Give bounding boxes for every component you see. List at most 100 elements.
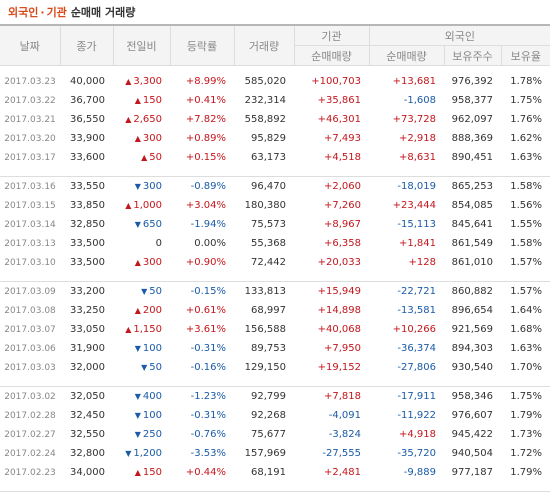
- cell-close: 32,000: [70, 362, 105, 373]
- change-value: 300: [142, 257, 162, 268]
- cell-foreign-net: +1,841: [398, 238, 436, 249]
- triangle-up-icon: ▲: [134, 306, 141, 315]
- triangle-up-icon: ▲: [134, 134, 141, 143]
- cell-change: ▲ 150: [113, 463, 170, 482]
- cell-close: 33,550: [70, 181, 105, 192]
- cell-rate: +0.90%: [185, 257, 226, 268]
- table-row: 2017.03.20 33,900 ▲ 300 +0.89% 95,829 +7,493 +2…: [0, 129, 550, 148]
- table-row: 2017.03.06 31,900 ▼ 100 -0.31% 89,753 +7,950 -3…: [0, 339, 550, 358]
- triangle-up-icon: ▲: [134, 258, 141, 267]
- cell-hold-ratio: 1.58%: [510, 238, 543, 249]
- cell-foreign-net: -18,019: [397, 181, 436, 192]
- cell-holdings: 977,187: [451, 467, 493, 478]
- change-value: 400: [142, 391, 162, 402]
- table-row: 2017.03.07 33,050 ▲ 1,150 +3.61% 156,588 +40,0…: [0, 320, 550, 339]
- cell-hold-ratio: 1.72%: [510, 448, 543, 459]
- table-row: 2017.03.10 33,500 ▲ 300 +0.90% 72,442 +20,033 +…: [0, 253, 550, 272]
- triangle-up-icon: ▲: [141, 153, 148, 162]
- cell-foreign-net: +2,918: [398, 133, 436, 144]
- cell-date: 2017.03.14: [4, 219, 56, 230]
- triangle-up-icon: ▲: [134, 468, 141, 477]
- change-value: 100: [142, 410, 162, 421]
- cell-change: 0: [113, 234, 170, 253]
- cell-rate: +0.15%: [185, 152, 226, 163]
- cell-inst-net: +7,493: [323, 133, 361, 144]
- table-body: 2017.03.23 40,000 ▲ 3,300 +8.99% 585,020 +100,…: [0, 66, 550, 492]
- triangle-down-icon: ▼: [141, 363, 148, 372]
- cell-hold-ratio: 1.70%: [510, 362, 543, 373]
- cell-change: ▼ 300: [113, 177, 170, 197]
- change-value: 50: [149, 152, 162, 163]
- cell-volume: 89,753: [251, 343, 286, 354]
- header-close: 종가: [59, 24, 113, 66]
- cell-hold-ratio: 1.73%: [510, 429, 543, 440]
- cell-date: 2017.03.02: [4, 391, 56, 402]
- cell-change: ▼ 400: [113, 387, 170, 407]
- triangle-down-icon: ▼: [141, 287, 148, 296]
- cell-close: 36,550: [70, 114, 105, 125]
- cell-close: 34,000: [70, 467, 105, 478]
- cell-foreign-net: +8,631: [398, 152, 436, 163]
- cell-foreign-net: +10,266: [392, 324, 436, 335]
- title-rest: 순매매 거래량: [70, 6, 136, 19]
- triangle-down-icon: ▼: [134, 220, 141, 229]
- cell-rate: -0.15%: [190, 286, 226, 297]
- cell-close: 33,900: [70, 133, 105, 144]
- triangle-up-icon: ▲: [125, 201, 132, 210]
- cell-foreign-net: -35,720: [397, 448, 436, 459]
- cell-hold-ratio: 1.57%: [510, 257, 543, 268]
- cell-inst-net: +7,260: [323, 200, 361, 211]
- title-institution: 기관: [46, 6, 67, 19]
- cell-close: 33,500: [70, 238, 105, 249]
- cell-close: 32,850: [70, 219, 105, 230]
- cell-hold-ratio: 1.63%: [510, 343, 543, 354]
- cell-hold-ratio: 1.75%: [510, 391, 543, 402]
- cell-hold-ratio: 1.68%: [510, 324, 543, 335]
- cell-close: 32,050: [70, 391, 105, 402]
- cell-date: 2017.03.09: [4, 286, 56, 297]
- cell-volume: 133,813: [244, 286, 286, 297]
- cell-hold-ratio: 1.56%: [510, 200, 543, 211]
- cell-date: 2017.02.23: [4, 467, 56, 478]
- cell-rate: +0.41%: [185, 95, 226, 106]
- cell-foreign-net: +128: [408, 257, 436, 268]
- cell-holdings: 921,569: [451, 324, 493, 335]
- cell-inst-net: +20,033: [317, 257, 361, 268]
- triangle-up-icon: ▲: [125, 77, 132, 86]
- table-row: 2017.03.15 33,850 ▲ 1,000 +3.04% 180,380 +7,26…: [0, 196, 550, 215]
- cell-inst-net: +15,949: [317, 286, 361, 297]
- change-value: 0: [155, 238, 162, 249]
- cell-volume: 68,191: [251, 467, 286, 478]
- header-foreign: 외국인: [368, 24, 550, 46]
- change-value: 50: [149, 362, 162, 373]
- cell-hold-ratio: 1.75%: [510, 95, 543, 106]
- cell-date: 2017.02.24: [4, 448, 56, 459]
- cell-rate: -0.31%: [190, 410, 226, 421]
- cell-foreign-net: +4,918: [398, 429, 436, 440]
- cell-holdings: 896,654: [451, 305, 493, 316]
- cell-volume: 95,829: [251, 133, 286, 144]
- change-value: 650: [142, 219, 162, 230]
- cell-change: ▼ 100: [113, 339, 170, 358]
- cell-change: ▲ 300: [113, 253, 170, 272]
- cell-close: 36,700: [70, 95, 105, 106]
- trading-table: 날짜 종가 전일비 등락률 거래량 기관 외국인 순매매량 순매매량 보유주수 …: [0, 24, 550, 492]
- cell-foreign-net: -22,721: [397, 286, 436, 297]
- cell-volume: 232,314: [244, 95, 286, 106]
- change-value: 50: [149, 286, 162, 297]
- cell-inst-net: -27,555: [322, 448, 361, 459]
- group-divider: [0, 482, 550, 492]
- cell-volume: 558,892: [244, 114, 286, 125]
- cell-volume: 92,268: [251, 410, 286, 421]
- cell-change: ▼ 50: [113, 358, 170, 377]
- cell-hold-ratio: 1.79%: [510, 410, 543, 421]
- cell-volume: 96,470: [251, 181, 286, 192]
- cell-foreign-net: -9,889: [403, 467, 436, 478]
- table-row: 2017.03.23 40,000 ▲ 3,300 +8.99% 585,020 +100,…: [0, 72, 550, 91]
- cell-rate: -1.23%: [190, 391, 226, 402]
- cell-foreign-net: +13,681: [392, 76, 436, 87]
- cell-hold-ratio: 1.78%: [510, 76, 543, 87]
- cell-date: 2017.03.16: [4, 181, 56, 192]
- cell-change: ▲ 300: [113, 129, 170, 148]
- triangle-down-icon: ▼: [125, 449, 132, 458]
